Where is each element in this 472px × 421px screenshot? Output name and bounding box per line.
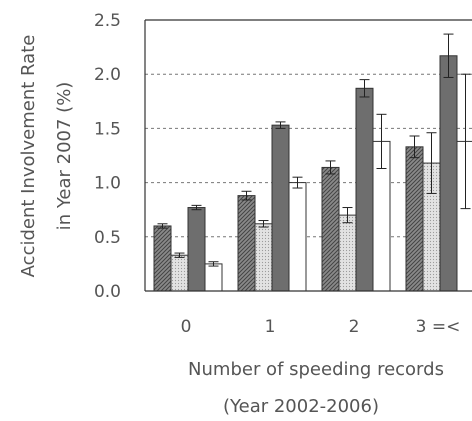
bars xyxy=(153,33,472,292)
bar-hatched xyxy=(237,195,256,292)
bar-dark xyxy=(271,124,290,292)
bar-hatched xyxy=(405,146,424,292)
x-axis-label-line2: (Year 2002-2006) xyxy=(223,396,379,417)
bar-dotted xyxy=(338,214,357,292)
y-tick-label: 1.5 xyxy=(94,119,121,139)
bar-dark xyxy=(439,55,458,292)
bar-hatched xyxy=(321,166,340,292)
bar-dotted xyxy=(254,223,273,292)
y-tick-label: 2.0 xyxy=(94,65,121,85)
y-axis-label-line1: Accident Involvement Rate xyxy=(18,35,39,278)
bar-white xyxy=(204,263,223,292)
y-tick-labels: 0.0 0.5 1.0 1.5 2.0 2.5 xyxy=(94,11,121,302)
bar-dark xyxy=(355,87,374,292)
x-axis-label-line1: Number of speeding records xyxy=(188,359,444,380)
x-tick-label: 2 xyxy=(349,317,360,337)
bar-dark xyxy=(187,207,206,292)
y-tick-label: 0.0 xyxy=(94,282,121,302)
x-tick-label: 3 =< xyxy=(416,317,461,337)
y-axis-label-line2: in Year 2007 (%) xyxy=(54,82,75,231)
bar-hatched xyxy=(153,225,172,292)
axes xyxy=(144,19,472,292)
x-tick-label: 0 xyxy=(181,317,192,337)
bar-dotted xyxy=(170,254,189,292)
bar-white xyxy=(456,140,472,292)
bar-white xyxy=(288,182,307,292)
x-tick-labels: 0 1 2 3 =< xyxy=(181,317,461,337)
y-tick-label: 2.5 xyxy=(94,11,121,31)
x-tick-label: 1 xyxy=(265,317,276,337)
y-tick-label: 0.5 xyxy=(94,228,121,248)
y-tick-label: 1.0 xyxy=(94,174,121,194)
